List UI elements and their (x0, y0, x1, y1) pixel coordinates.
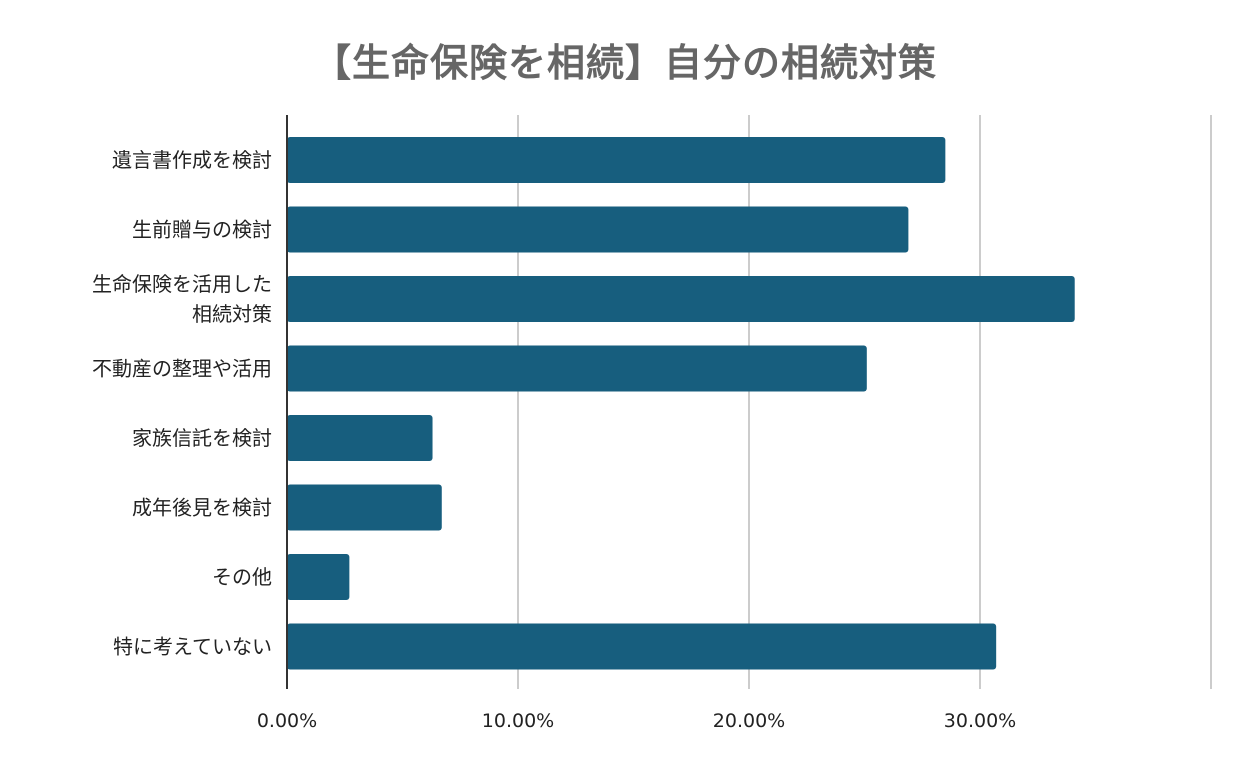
category-label: 不動産の整理や活用 (92, 357, 272, 381)
bar (287, 137, 946, 183)
x-tick-label: 0.00% (257, 710, 317, 732)
bar (287, 623, 997, 670)
chart-title: 【生命保険を相続】自分の相続対策 (312, 41, 937, 85)
category-label: 相続対策 (192, 302, 272, 326)
bars (287, 137, 1075, 670)
x-tick-labels: 0.00% 10.00% 20.00% 30.00% (257, 710, 1016, 732)
bar (287, 206, 909, 253)
bar (287, 345, 867, 392)
bar (287, 276, 1075, 322)
category-label: 成年後見を検討 (132, 496, 272, 520)
x-tick-label: 30.00% (944, 710, 1016, 732)
category-label: 生前贈与の検討 (132, 218, 272, 242)
bar (287, 484, 442, 531)
category-label: その他 (212, 565, 272, 589)
bar (287, 415, 433, 461)
category-label: 特に考えていない (113, 635, 272, 659)
gridlines (517, 115, 1212, 689)
x-tick-label: 10.00% (482, 710, 554, 732)
category-label: 家族信託を検討 (132, 426, 272, 450)
category-label: 生命保険を活用した (92, 272, 272, 296)
bar (287, 554, 350, 600)
category-label: 遺言書作成を検討 (112, 148, 272, 172)
category-labels: 遺言書作成を検討生前贈与の検討生命保険を活用した相続対策不動産の整理や活用家族信… (92, 148, 272, 659)
x-tick-label: 20.00% (713, 710, 785, 732)
